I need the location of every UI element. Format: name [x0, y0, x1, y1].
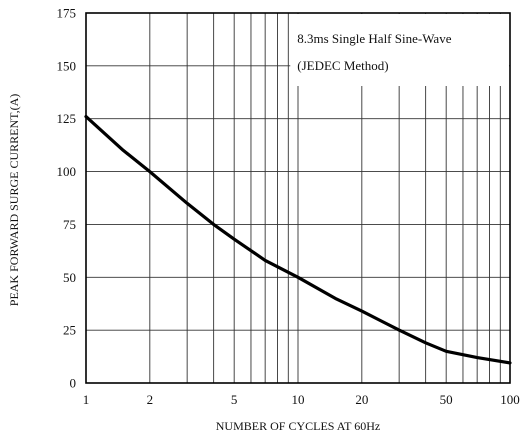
x-tick-label: 1 [83, 392, 90, 407]
x-tick-label: 50 [440, 392, 453, 407]
plot-frame [85, 12, 511, 384]
x-axis-title: NUMBER OF CYCLES AT 60Hz [216, 419, 380, 433]
x-tick-label: 2 [147, 392, 154, 407]
y-tick-label: 175 [57, 6, 77, 21]
x-tick-label: 100 [500, 392, 520, 407]
y-tick-label: 75 [63, 217, 76, 232]
annotation-line-1: 8.3ms Single Half Sine-Wave [297, 31, 451, 46]
x-tick-labels: 1 2 5 10 20 50 100 [83, 392, 520, 407]
y-tick-label: 50 [63, 270, 76, 285]
annotation-line-2: (JEDEC Method) [297, 58, 388, 73]
y-tick-label: 100 [57, 164, 77, 179]
annotation-box: 8.3ms Single Half Sine-Wave (JEDEC Metho… [290, 14, 509, 86]
series-layer [84, 115, 512, 365]
y-tick-label: 150 [57, 58, 77, 73]
x-tick-label: 10 [292, 392, 305, 407]
y-axis-title: PEAK FORWARD SURGE CURRENT,(A) [7, 94, 21, 306]
x-tick-label: 20 [355, 392, 368, 407]
series-1-line [84, 115, 512, 365]
y-tick-label: 125 [57, 111, 77, 126]
y-tick-labels: 0 25 50 75 100 125 150 175 [57, 6, 77, 391]
y-tick-label: 0 [70, 376, 77, 391]
y-tick-label: 25 [63, 323, 76, 338]
x-tick-label: 5 [231, 392, 238, 407]
